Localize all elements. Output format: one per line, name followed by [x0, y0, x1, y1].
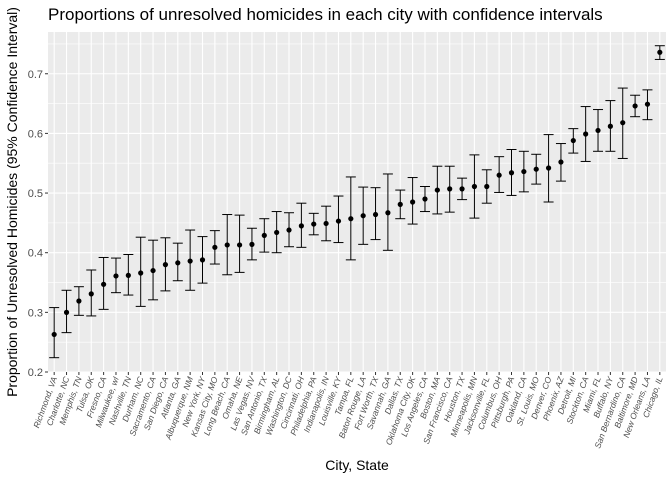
- data-point: [335, 218, 342, 224]
- data-point: [496, 172, 502, 178]
- data-point: [311, 221, 317, 227]
- data-point: [583, 131, 589, 137]
- y-tick-label: 0.6: [28, 128, 43, 140]
- major-gridlines: [48, 32, 666, 373]
- data-point: [533, 166, 539, 172]
- y-tick-label: 0.2: [28, 367, 43, 379]
- data-point: [348, 216, 354, 222]
- data-point: [521, 168, 527, 175]
- y-tick-label: 0.5: [28, 188, 43, 200]
- data-point: [249, 241, 255, 247]
- y-tick-label: 0.4: [28, 248, 43, 260]
- data-point: [372, 211, 379, 218]
- data-point: [410, 199, 416, 205]
- data-point: [286, 227, 292, 233]
- data-point: [162, 262, 169, 268]
- data-point: [261, 232, 267, 239]
- data-point: [508, 170, 515, 176]
- data-point: [570, 137, 576, 144]
- data-point: [434, 187, 440, 193]
- data-point: [175, 260, 181, 266]
- data-point: [471, 183, 478, 190]
- data-point: [63, 309, 70, 315]
- data-point: [385, 210, 391, 216]
- data-point: [187, 258, 193, 264]
- y-axis-title: Proportion of Unresolved Homicides (95% …: [4, 7, 20, 397]
- x-axis-title: City, State: [325, 457, 389, 473]
- data-point: [125, 272, 131, 278]
- data-point: [274, 229, 280, 236]
- data-point: [236, 242, 243, 248]
- y-tick-label: 0.3: [28, 307, 43, 319]
- data-point: [150, 267, 156, 274]
- data-point: [595, 127, 601, 134]
- data-point: [212, 244, 218, 250]
- data-point: [138, 270, 144, 276]
- data-point: [459, 186, 465, 192]
- y-axis: 0.2 0.3 0.4 0.5 0.6 0.7: [28, 69, 48, 379]
- data-point: [657, 49, 663, 55]
- data-point: [545, 165, 552, 171]
- data-point: [224, 242, 230, 248]
- data-point: [298, 223, 304, 229]
- data-point: [101, 281, 107, 287]
- data-point: [644, 101, 651, 107]
- data-point: [422, 196, 428, 202]
- data-point: [360, 213, 366, 219]
- plot-panel: [48, 32, 666, 372]
- data-point: [113, 273, 119, 279]
- data-point: [558, 159, 564, 165]
- y-tick-label: 0.7: [28, 69, 43, 81]
- data-point: [88, 291, 94, 297]
- data-point: [620, 120, 626, 126]
- data-point: [632, 103, 638, 109]
- data-point: [607, 123, 613, 129]
- data-points: [51, 49, 663, 338]
- data-point: [484, 183, 490, 190]
- data-point: [76, 298, 82, 304]
- chart-title: Proportions of unresolved homicides in e…: [48, 5, 603, 24]
- data-point: [51, 331, 57, 338]
- data-point: [199, 257, 206, 263]
- data-point: [447, 186, 453, 192]
- data-point: [397, 201, 403, 207]
- data-point: [323, 220, 329, 227]
